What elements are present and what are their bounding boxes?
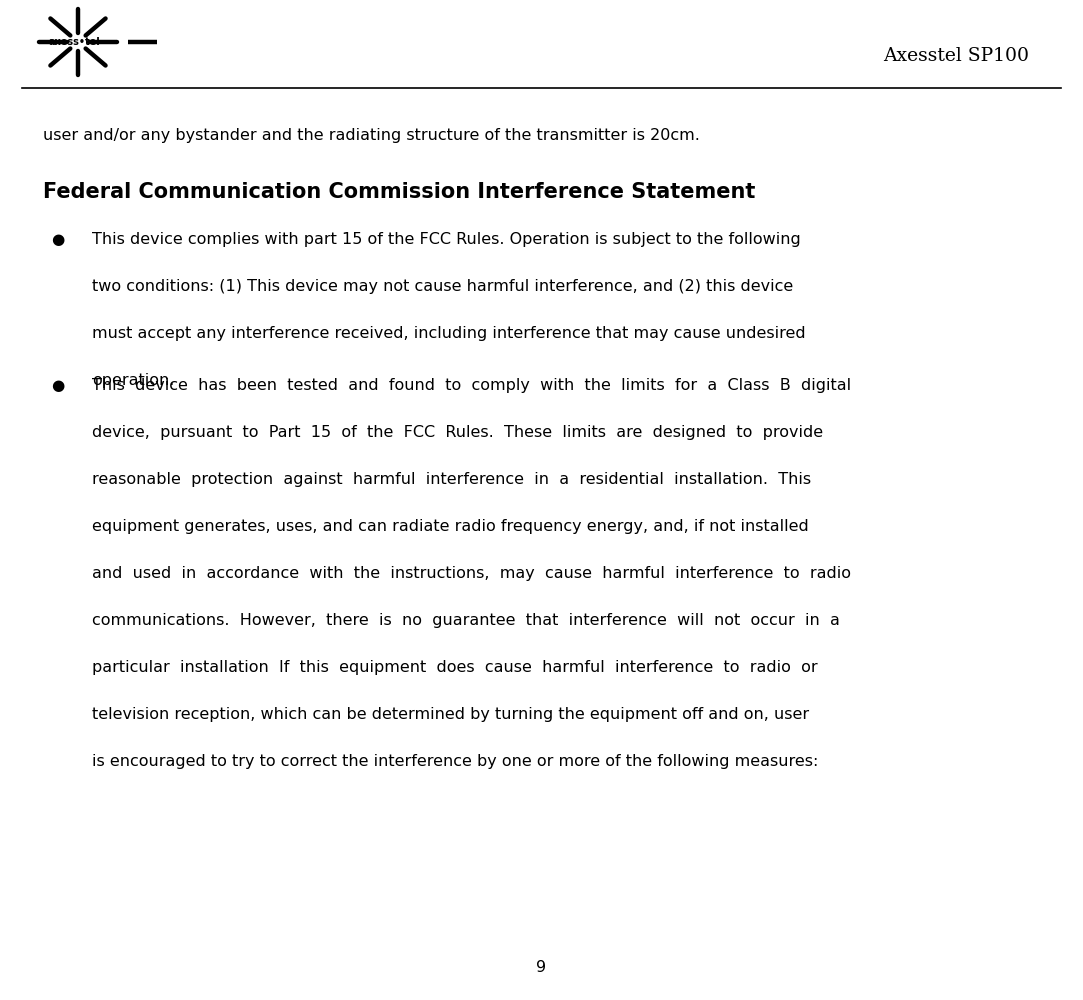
Text: must accept any interference received, including interference that may cause und: must accept any interference received, i… [92, 326, 806, 341]
Text: This device complies with part 15 of the FCC Rules. Operation is subject to the : This device complies with part 15 of the… [92, 232, 800, 247]
Text: two conditions: (1) This device may not cause harmful interference, and (2) this: two conditions: (1) This device may not … [92, 279, 794, 294]
Text: This  device  has  been  tested  and  found  to  comply  with  the  limits  for : This device has been tested and found to… [92, 378, 851, 393]
Text: and  used  in  accordance  with  the  instructions,  may  cause  harmful  interf: and used in accordance with the instruct… [92, 566, 851, 581]
Text: is encouraged to try to correct the interference by one or more of the following: is encouraged to try to correct the inte… [92, 754, 819, 769]
Text: particular  installation  If  this  equipment  does  cause  harmful  interferenc: particular installation If this equipmen… [92, 660, 818, 675]
Text: equipment generates, uses, and can radiate radio frequency energy, and, if not i: equipment generates, uses, and can radia… [92, 519, 809, 534]
Text: device,  pursuant  to  Part  15  of  the  FCC  Rules.  These  limits  are  desig: device, pursuant to Part 15 of the FCC R… [92, 425, 823, 440]
Text: Federal Communication Commission Interference Statement: Federal Communication Commission Interfe… [43, 182, 756, 202]
Text: communications.  However,  there  is  no  guarantee  that  interference  will  n: communications. However, there is no gua… [92, 613, 840, 628]
Text: user and/or any bystander and the radiating structure of the transmitter is 20cm: user and/or any bystander and the radiat… [43, 128, 701, 143]
Text: axess•tel: axess•tel [49, 37, 101, 47]
Text: Axesstel SP100: Axesstel SP100 [883, 47, 1029, 65]
Text: 9: 9 [536, 960, 547, 975]
Text: ●: ● [51, 232, 64, 247]
Text: television reception, which can be determined by turning the equipment off and o: television reception, which can be deter… [92, 707, 809, 722]
Text: ●: ● [51, 378, 64, 393]
Text: reasonable  protection  against  harmful  interference  in  a  residential  inst: reasonable protection against harmful in… [92, 472, 811, 487]
Text: operation.: operation. [92, 373, 174, 388]
